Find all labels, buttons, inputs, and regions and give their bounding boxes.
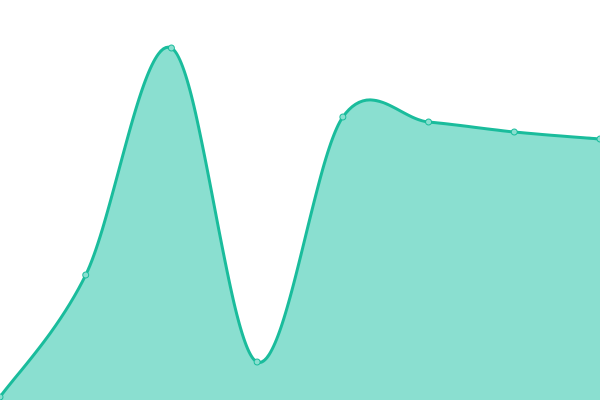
data-point [339, 113, 347, 121]
data-point [253, 358, 261, 366]
data-point [82, 271, 90, 279]
data-point [510, 128, 518, 136]
data-point [0, 393, 4, 400]
data-point [596, 135, 600, 143]
data-points [0, 44, 600, 400]
area-fill [0, 47, 600, 400]
data-point [425, 118, 433, 126]
data-point [167, 44, 175, 52]
